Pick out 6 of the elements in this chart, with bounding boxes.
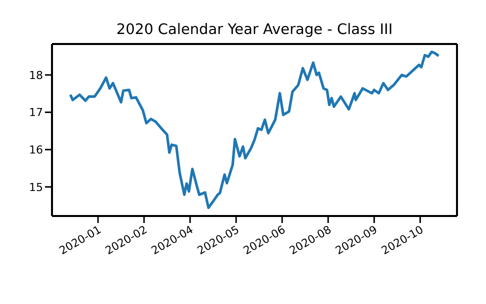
y-tick-label: 15 xyxy=(29,180,43,194)
y-tick-label: 16 xyxy=(29,143,43,156)
chart-title: 2020 Calendar Year Average - Class III xyxy=(115,22,394,38)
line-series xyxy=(69,50,440,210)
y-tick-label: 17 xyxy=(29,106,43,120)
y-tick-label: 18 xyxy=(29,68,43,82)
